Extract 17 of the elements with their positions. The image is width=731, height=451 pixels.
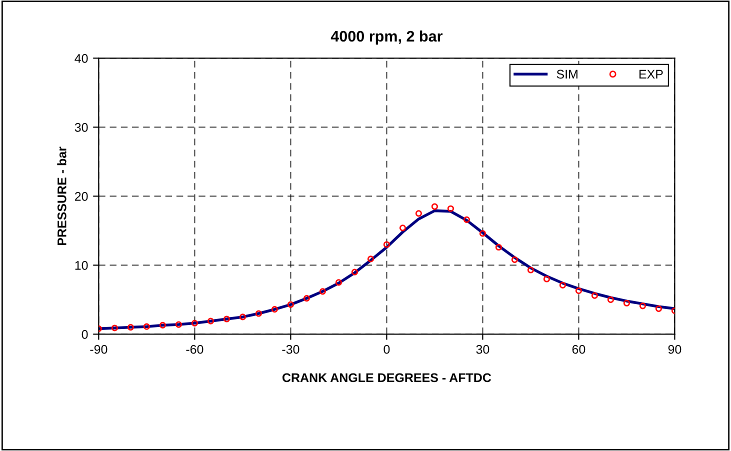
x-tick-label: 30 (476, 344, 490, 354)
x-tick-label: 60 (572, 344, 586, 354)
y-axis-title: PRESSURE - bar (57, 146, 66, 246)
x-tick-label: 90 (668, 344, 682, 354)
y-tick-label: 30 (74, 122, 88, 132)
y-tick-label: 40 (74, 54, 88, 63)
legend-label: SIM (556, 70, 578, 79)
legend-label: EXP (639, 70, 663, 78)
x-tick-label: -90 (90, 344, 108, 354)
y-tick-label: 0 (82, 330, 88, 339)
y-tick-label: 10 (75, 260, 88, 270)
chart-title: 4000 rpm, 2 bar (330, 30, 443, 45)
x-tick-label: -30 (282, 344, 300, 354)
x-tick-label: 0 (384, 344, 390, 354)
y-tick-label: 20 (74, 192, 88, 201)
x-tick-label: -60 (186, 344, 204, 354)
x-axis-title: CRANK ANGLE DEGREES - AFTDC (282, 373, 492, 382)
